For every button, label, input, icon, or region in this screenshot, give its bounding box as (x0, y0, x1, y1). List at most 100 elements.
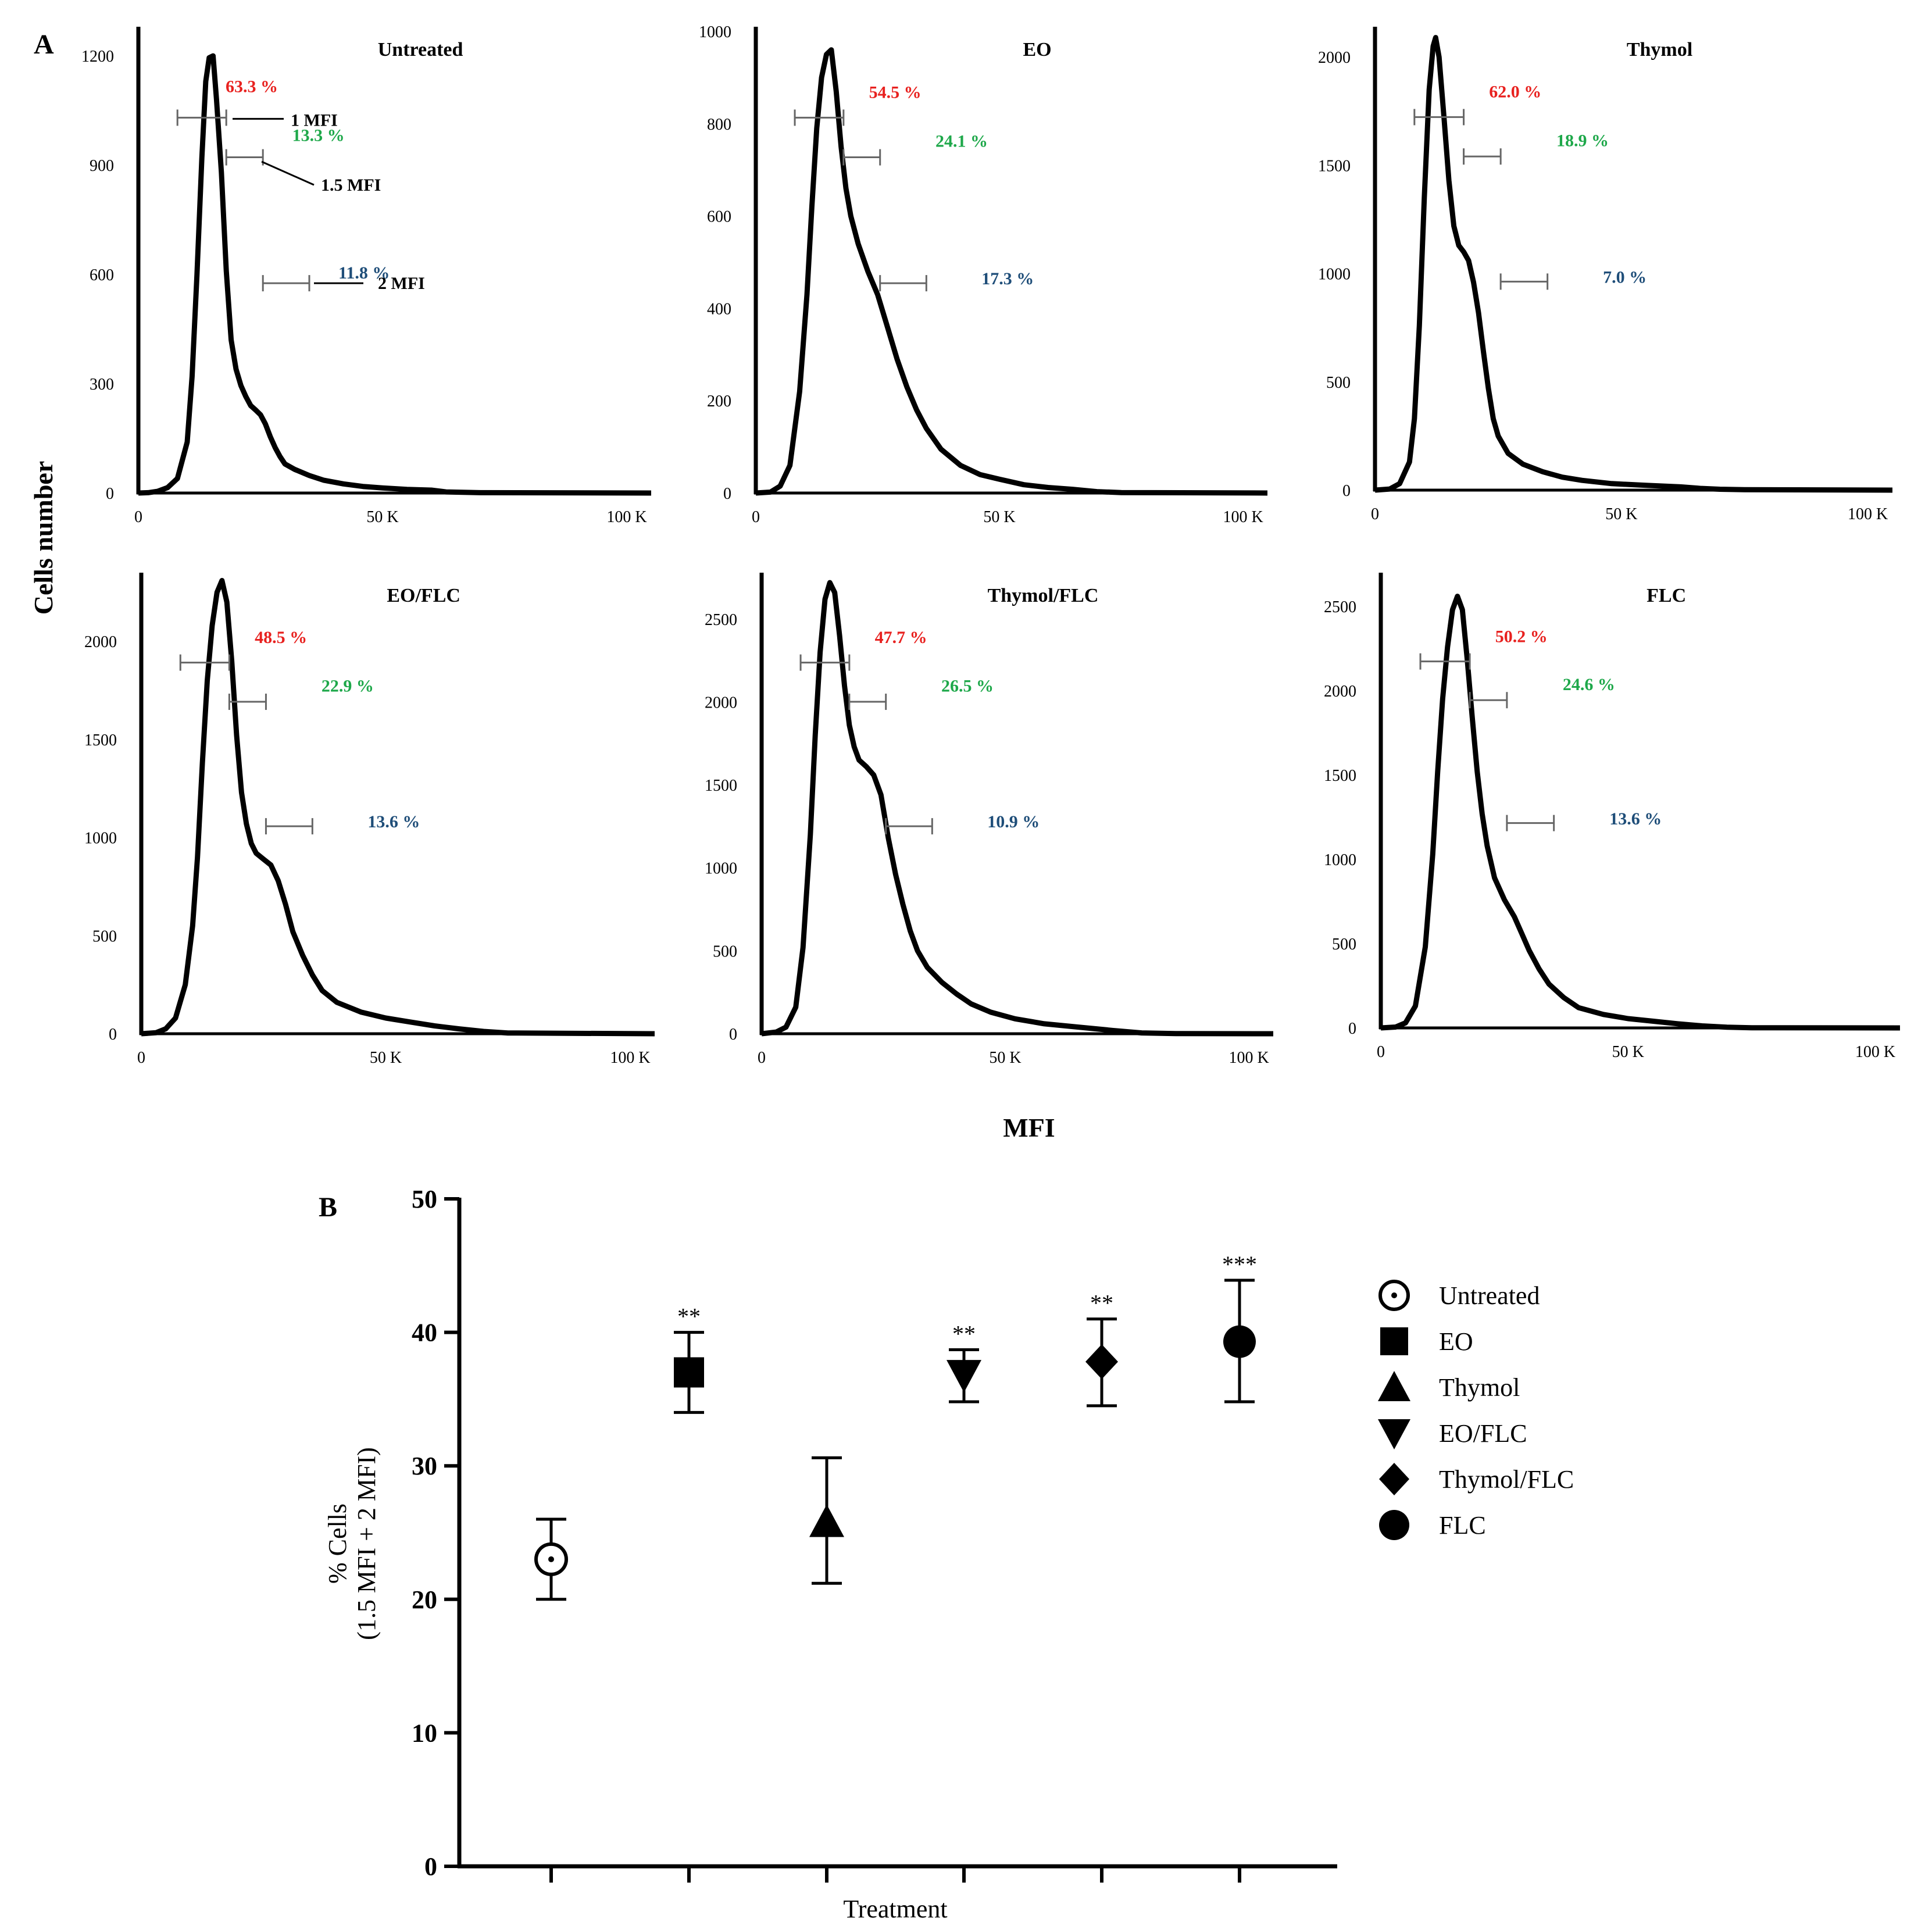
legend-label: FLC (1439, 1511, 1486, 1540)
legend-label: EO/FLC (1439, 1419, 1527, 1448)
histogram-y-tick-label: 0 (106, 485, 114, 503)
histogram-y-tick-label: 2000 (705, 694, 737, 712)
histogram-y-tick-label: 1000 (1318, 266, 1351, 284)
legend-marker-untreated-center (1391, 1292, 1397, 1298)
histogram-x-tick-label: 50 K (366, 508, 398, 526)
histogram-y-tick-label: 1000 (1324, 851, 1356, 869)
legend-item-eo: EO (1380, 1327, 1473, 1356)
gate-marker-gate1 (1413, 109, 1465, 126)
gate-percentage-gate15: 13.3 % (292, 126, 345, 145)
histogram-title: EO (1023, 39, 1051, 60)
gate-marker-gate2 (265, 818, 313, 835)
histogram-y-tick-label: 900 (90, 157, 114, 175)
histogram-y-tick-label: 1500 (705, 777, 737, 795)
gate-marker-gate2 (262, 275, 310, 292)
histogram-y-tick-label: 0 (723, 485, 731, 503)
marker-eo-flc (947, 1360, 981, 1393)
scatter-y-tick-label: 10 (412, 1719, 437, 1747)
legend-item-thymol: Thymol (1378, 1371, 1520, 1402)
histogram-y-axis-title: Cells number (28, 461, 58, 615)
legend-item-thymol-flc: Thymol/FLC (1379, 1463, 1574, 1495)
scatter-y-tick-label: 40 (412, 1319, 437, 1347)
histogram-panel-eo-flc: 0 500 1000 1500 2000 0 50 K 100 K EO/FLC 48.5 % 22… (84, 573, 655, 1067)
legend-label: Thymol (1439, 1373, 1520, 1402)
histogram-y-tick-label: 400 (707, 300, 731, 318)
mfi-annotation-1-5: 1.5 MFI (321, 176, 381, 195)
gate-percentage-gate2: 7.0 % (1603, 267, 1647, 287)
scatter-y-axis-title-line1: % Cells (323, 1504, 352, 1584)
scatter-y-tick-label: 0 (424, 1852, 437, 1881)
gate-percentage-gate1: 47.7 % (875, 628, 927, 647)
histogram-title: Thymol/FLC (988, 585, 1099, 606)
histogram-panel-eo: 0 200 400 600 800 1000 0 50 K 100 K EO 54.5 % 24.1 … (699, 23, 1268, 526)
gate-marker-gate1 (176, 109, 227, 126)
histogram-x-axis-title: MFI (1003, 1113, 1055, 1142)
gate-marker-gate1 (1419, 653, 1471, 670)
gate-percentage-gate15: 18.9 % (1556, 131, 1609, 150)
histogram-y-tick-label: 2000 (1318, 49, 1351, 67)
legend-item-flc: FLC (1379, 1510, 1486, 1540)
gate-marker-gate2 (879, 275, 927, 292)
marker-thymol (809, 1504, 844, 1537)
histogram-y-tick-label: 500 (713, 942, 737, 960)
histogram-y-tick-label: 200 (707, 392, 731, 410)
mfi-annotation-1: 1 MFI (291, 110, 338, 130)
gate-percentage-gate2: 17.3 % (981, 269, 1034, 288)
marker-flc (1223, 1325, 1256, 1358)
scatter-x-axis-title: Treatment (843, 1895, 947, 1923)
gate-marker-gate15 (848, 694, 887, 710)
gate-marker-gate1 (794, 109, 845, 126)
data-point-flc: *** (1222, 1251, 1257, 1883)
legend-marker-thymol-flc (1379, 1463, 1409, 1495)
legend-marker-eo-flc (1378, 1419, 1410, 1449)
gate-percentage-gate15: 24.6 % (1563, 675, 1615, 694)
panel-b-letter: B (319, 1192, 337, 1223)
histogram-y-tick-label: 1500 (1324, 767, 1356, 785)
legend-item-untreated: Untreated (1378, 1280, 1540, 1311)
histogram-panel-untreated: 0 300 600 900 1200 0 50 K 100 K Untreated 63.3 % 1… (81, 27, 652, 526)
gate-percentage-gate2: 11.8 % (338, 263, 390, 283)
gate-percentage-gate2: 13.6 % (1609, 809, 1662, 828)
legend-marker-eo (1380, 1327, 1408, 1355)
histogram-y-tick-label: 0 (1348, 1020, 1356, 1038)
histogram-panel-flc: 0 500 1000 1500 2000 2500 0 50 K 100 K FLC 50.2 % 2… (1324, 573, 1901, 1061)
marker-untreated-center (548, 1556, 554, 1562)
histogram-x-tick-label: 0 (137, 1049, 145, 1067)
histogram-y-tick-label: 0 (109, 1026, 117, 1044)
gate-percentage-gate1: 62.0 % (1489, 83, 1541, 102)
histogram-panel-thymol-flc: 0 500 1000 1500 2000 2500 0 50 K 100 K Thymol/FLC… (705, 573, 1274, 1067)
histogram-y-tick-label: 1200 (81, 48, 114, 66)
histogram-x-tick-label: 50 K (370, 1049, 402, 1067)
histogram-title: Untreated (378, 39, 463, 60)
histogram-curve (761, 580, 1274, 1037)
legend-item-eo-flc: EO/FLC (1378, 1419, 1527, 1449)
histogram-x-tick-label: 100 K (1848, 505, 1888, 523)
gate-marker-gate15 (1469, 692, 1508, 709)
gate-percentage-gate1: 50.2 % (1495, 627, 1548, 647)
histogram-curve (138, 53, 652, 496)
histogram-y-tick-label: 2000 (84, 633, 117, 651)
histogram-x-tick-label: 100 K (1228, 1049, 1269, 1067)
histogram-title: Thymol (1627, 39, 1692, 60)
histogram-grid: 0 300 600 900 1200 0 50 K 100 K Untreated 63.3 % 1… (81, 23, 1901, 1067)
histogram-x-tick-label: 50 K (989, 1049, 1021, 1067)
histogram-x-tick-label: 100 K (606, 508, 647, 526)
histogram-y-tick-label: 300 (90, 376, 114, 394)
histogram-y-tick-label: 1500 (84, 731, 117, 749)
legend-label: EO (1439, 1327, 1473, 1356)
gate-marker-gate2 (885, 818, 933, 835)
histogram-x-tick-label: 0 (134, 508, 142, 526)
histogram-y-tick-label: 2500 (705, 611, 737, 629)
histogram-x-tick-label: 0 (1377, 1043, 1385, 1061)
significance-label: ** (952, 1320, 976, 1347)
legend-label: Thymol/FLC (1439, 1465, 1574, 1494)
histogram-y-tick-label: 500 (1326, 374, 1351, 392)
histogram-y-tick-label: 1500 (1318, 157, 1351, 175)
legend-marker-flc (1379, 1510, 1409, 1540)
gate-percentage-gate1: 63.3 % (226, 77, 278, 96)
gate-percentage-gate2: 10.9 % (987, 812, 1040, 831)
scatter-y-tick-label: 30 (412, 1452, 437, 1480)
scatter-legend: Untreated EO Thymol EO/FLC Thymol/FLC FLC (1378, 1280, 1574, 1540)
gate-marker-gate15 (842, 149, 881, 166)
